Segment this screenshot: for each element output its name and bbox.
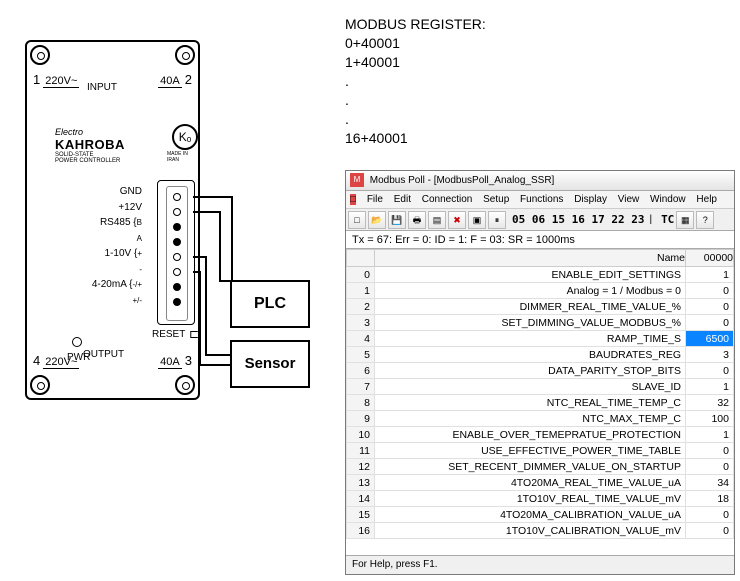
table-row[interactable]: 154TO20MA_CALIBRATION_VALUE_uA0 xyxy=(347,507,734,523)
terminal-2: 40A 2 xyxy=(158,72,192,87)
open-icon[interactable]: 📂 xyxy=(368,211,386,229)
table-row[interactable]: 2DIMMER_REAL_TIME_VALUE_%0 xyxy=(347,299,734,315)
register-text-block: MODBUS REGISTER: 0+40001 1+40001 . . . 1… xyxy=(345,15,486,148)
table-row[interactable]: 3SET_DIMMING_VALUE_MODBUS_%0 xyxy=(347,315,734,331)
terminal-1: 1 220V~ xyxy=(33,72,79,87)
tool-icon[interactable]: ▣ xyxy=(468,211,486,229)
menu-bar[interactable]: □ File Edit Connection Setup Functions D… xyxy=(346,191,734,209)
reset-label: RESET xyxy=(152,329,185,340)
logo-icon: Kₒ xyxy=(172,124,198,150)
stop-icon[interactable]: ✖ xyxy=(448,211,466,229)
chart-icon[interactable]: ▤ xyxy=(428,211,446,229)
toolbar-register-numbers[interactable]: 05 06 15 16 17 22 23 xyxy=(512,213,644,226)
window-titlebar[interactable]: M Modbus Poll - [ModbusPoll_Analog_SSR] xyxy=(346,171,734,191)
menu-setup[interactable]: Setup xyxy=(483,194,509,205)
wire xyxy=(193,211,221,213)
table-row[interactable]: 6DATA_PARITY_STOP_BITS0 xyxy=(347,363,734,379)
wire xyxy=(193,196,233,198)
help-icon[interactable]: ? xyxy=(696,211,714,229)
pin-connector xyxy=(157,180,195,325)
plc-box: PLC xyxy=(230,280,310,328)
table-row[interactable]: 1Analog = 1 / Modbus = 00 xyxy=(347,283,734,299)
table-row[interactable]: 9NTC_MAX_TEMP_C100 xyxy=(347,411,734,427)
table-row[interactable]: 5BAUDRATES_REG3 xyxy=(347,347,734,363)
output-label: OUTPUT xyxy=(83,349,124,360)
input-label: INPUT xyxy=(87,82,117,93)
screw-icon xyxy=(30,375,50,395)
wire xyxy=(199,271,201,366)
table-row[interactable]: 141TO10V_REAL_TIME_VALUE_mV18 xyxy=(347,491,734,507)
wire xyxy=(199,364,232,366)
table-row[interactable]: 12SET_RECENT_DIMMER_VALUE_ON_STARTUP0 xyxy=(347,459,734,475)
wire xyxy=(231,196,233,282)
terminal-3: 40A 3 xyxy=(158,353,192,368)
table-row[interactable]: 11USE_EFFECTIVE_POWER_TIME_TABLE0 xyxy=(347,443,734,459)
pin-labels: GND +12V RS485 {B A 1-10V {+ - 4-20mA {-… xyxy=(67,184,142,308)
terminal-4: 4 220V~ xyxy=(33,353,79,368)
brand-block: Electro KAHROBA SOLID-STATE POWER CONTRO… xyxy=(55,127,125,164)
col-name-header[interactable]: Name xyxy=(375,250,686,267)
table-row[interactable]: 0ENABLE_EDIT_SETTINGS1 xyxy=(347,267,734,283)
pwr-led-icon xyxy=(72,337,82,347)
menu-file[interactable]: File xyxy=(367,194,383,205)
new-icon[interactable]: □ xyxy=(348,211,366,229)
menu-edit[interactable]: Edit xyxy=(394,194,411,205)
menu-display[interactable]: Display xyxy=(574,194,607,205)
wire xyxy=(205,354,232,356)
status-line: Tx = 67: Err = 0: ID = 1: F = 03: SR = 1… xyxy=(346,231,734,249)
menu-window[interactable]: Window xyxy=(650,194,686,205)
menu-help[interactable]: Help xyxy=(696,194,717,205)
screw-icon xyxy=(175,45,195,65)
status-bar: For Help, press F1. xyxy=(346,555,734,573)
toolbar: □ 📂 💾 🖶 ▤ ✖ ▣ ⏸ 05 06 15 16 17 22 23 | T… xyxy=(346,209,734,231)
screw-icon xyxy=(175,375,195,395)
table-row[interactable]: 7SLAVE_ID1 xyxy=(347,379,734,395)
sensor-box: Sensor xyxy=(230,340,310,388)
wire xyxy=(205,256,207,356)
doc-icon: □ xyxy=(350,194,356,205)
wire xyxy=(219,211,221,282)
logo-subtitle: MADE IN IRAN xyxy=(167,151,198,163)
col-value-header[interactable]: 00000 xyxy=(686,250,734,267)
menu-view[interactable]: View xyxy=(618,194,640,205)
screw-icon xyxy=(30,45,50,65)
modbus-poll-window: M Modbus Poll - [ModbusPoll_Analog_SSR] … xyxy=(345,170,735,575)
table-row[interactable]: 10ENABLE_OVER_TEMEPRATUE_PROTECTION1 xyxy=(347,427,734,443)
table-row[interactable]: 4RAMP_TIME_S6500 xyxy=(347,331,734,347)
print-icon[interactable]: 🖶 xyxy=(408,211,426,229)
menu-functions[interactable]: Functions xyxy=(520,194,563,205)
menu-connection[interactable]: Connection xyxy=(422,194,473,205)
table-row[interactable]: 161TO10V_CALIBRATION_VALUE_mV0 xyxy=(347,523,734,539)
app-icon: M xyxy=(350,173,364,187)
col-index-header[interactable] xyxy=(347,250,375,267)
table-row[interactable]: 8NTC_REAL_TIME_TEMP_C32 xyxy=(347,395,734,411)
window-title: Modbus Poll - [ModbusPoll_Analog_SSR] xyxy=(370,175,555,186)
pause-icon[interactable]: ⏸ xyxy=(488,211,506,229)
table-row[interactable]: 134TO20MA_REAL_TIME_VALUE_uA34 xyxy=(347,475,734,491)
reset-bracket-icon: ⊏ xyxy=(189,327,199,341)
toolbar-tc[interactable]: TC xyxy=(661,213,674,226)
save-icon[interactable]: 💾 xyxy=(388,211,406,229)
device-body: 1 220V~ INPUT 40A 2 Electro KAHROBA SOLI… xyxy=(25,40,200,400)
register-table[interactable]: Name 00000 0ENABLE_EDIT_SETTINGS11Analog… xyxy=(346,249,734,555)
net-icon[interactable]: ▦ xyxy=(676,211,694,229)
device-diagram: 1 220V~ INPUT 40A 2 Electro KAHROBA SOLI… xyxy=(10,15,320,410)
